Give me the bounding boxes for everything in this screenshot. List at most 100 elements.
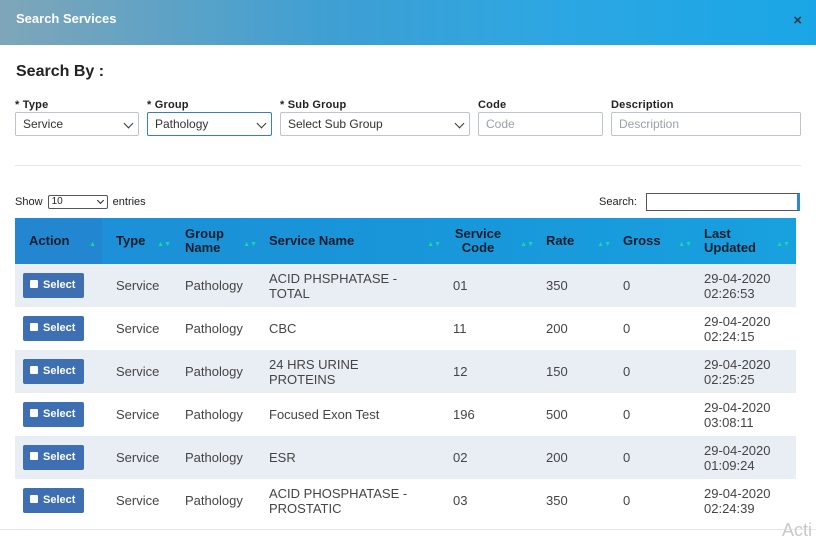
table-search-label: Search: xyxy=(599,196,637,208)
sub-group-select[interactable]: Select Sub Group xyxy=(280,112,470,136)
column-header-type[interactable]: Type ▲▼ xyxy=(102,218,177,264)
checkbox-icon xyxy=(30,280,38,288)
table-row: Select Service Pathology 24 HRS URINE PROTE… xyxy=(15,350,796,393)
search-by-heading: Search By : xyxy=(16,63,105,80)
select-button[interactable]: Select xyxy=(23,273,84,298)
chevron-down-icon xyxy=(96,196,104,205)
cell-last-updated: 29-04-2020 02:24:15 xyxy=(698,307,796,350)
cell-gross: 0 xyxy=(617,436,698,479)
column-header-service-code[interactable]: Service Code ▲▼ xyxy=(454,226,534,255)
chevron-down-icon xyxy=(123,118,134,129)
type-label: * Type xyxy=(15,99,49,111)
description-input[interactable]: Description xyxy=(611,112,801,136)
table-body: Select Service Pathology ACID PHSPHATASE - … xyxy=(15,264,796,522)
services-table: Action ▲ Type ▲▼ Group Name ▲▼ Service Name… xyxy=(15,218,796,522)
table-row: Select Service Pathology ESR 02 200 0 29-04-202… xyxy=(15,436,796,479)
entries-length-control: Show 10 entries xyxy=(15,195,146,209)
last-updated-date: 29-04-2020 xyxy=(704,356,771,372)
checkbox-icon xyxy=(30,452,38,460)
cell-rate: 200 xyxy=(540,436,617,479)
cell-service-code: 03 xyxy=(447,479,540,522)
cell-gross: 0 xyxy=(617,479,698,522)
last-updated-time: 02:24:15 xyxy=(704,328,755,344)
cell-last-updated: 29-04-2020 02:24:39 xyxy=(698,479,796,522)
column-header-last-updated[interactable]: Last Updated ▲▼ xyxy=(704,226,790,255)
checkbox-icon xyxy=(30,409,38,417)
type-select[interactable]: Service xyxy=(15,112,139,136)
sort-icon: ▲▼ xyxy=(776,241,790,248)
cell-group-name: Pathology xyxy=(177,436,263,479)
cell-gross: 0 xyxy=(617,393,698,436)
cell-last-updated: 29-04-2020 01:09:24 xyxy=(698,436,796,479)
cell-type: Service xyxy=(102,479,177,522)
description-label: Description xyxy=(611,99,674,111)
cell-action: Select xyxy=(15,436,102,479)
cell-rate: 200 xyxy=(540,307,617,350)
entries-label: entries xyxy=(112,195,146,208)
column-header-group-name[interactable]: Group Name ▲▼ xyxy=(185,226,257,255)
activation-watermark: Acti xyxy=(782,520,813,539)
cell-last-updated: 29-04-2020 02:26:53 xyxy=(698,264,796,307)
cell-service-name: 24 HRS URINE PROTEINS xyxy=(263,350,447,393)
last-updated-date: 29-04-2020 xyxy=(704,485,771,501)
sub-group-select-value: Select Sub Group xyxy=(288,117,383,131)
cell-rate: 150 xyxy=(540,350,617,393)
group-select[interactable]: Pathology xyxy=(147,112,272,136)
code-input[interactable]: Code xyxy=(478,112,603,136)
column-header-rate[interactable]: Rate ▲▼ xyxy=(540,218,617,264)
cell-type: Service xyxy=(102,307,177,350)
checkbox-icon xyxy=(30,366,38,374)
sort-icon: ▲▼ xyxy=(520,241,534,248)
modal-header: Search Services × xyxy=(0,0,816,45)
sort-icon: ▲▼ xyxy=(243,241,257,248)
cell-group-name: Pathology xyxy=(177,307,263,350)
checkbox-icon xyxy=(30,495,38,503)
type-field: * Type Service xyxy=(15,99,139,136)
sort-icon: ▲▼ xyxy=(597,241,611,248)
cell-service-name: ESR xyxy=(263,436,447,479)
sort-icon: ▲▼ xyxy=(427,241,441,248)
cell-gross: 0 xyxy=(617,307,698,350)
select-button[interactable]: Select xyxy=(23,402,84,427)
select-button[interactable]: Select xyxy=(23,445,84,470)
modal-title: Search Services xyxy=(16,11,117,26)
code-label: Code xyxy=(478,99,507,111)
column-header-gross[interactable]: Gross ▲▼ xyxy=(617,218,698,264)
last-updated-time: 02:26:53 xyxy=(704,285,755,301)
sort-icon: ▲▼ xyxy=(157,241,171,248)
cell-rate: 350 xyxy=(540,264,617,307)
cell-service-code: 11 xyxy=(447,307,540,350)
cell-action: Select xyxy=(15,479,102,522)
cell-service-code: 02 xyxy=(447,436,540,479)
cell-last-updated: 29-04-2020 03:08:11 xyxy=(698,393,796,436)
select-button[interactable]: Select xyxy=(23,488,84,513)
close-icon[interactable]: × xyxy=(793,12,802,29)
column-header-action[interactable]: Action ▲ xyxy=(15,218,102,264)
select-button[interactable]: Select xyxy=(23,359,84,384)
cell-service-name: ACID PHOSPHATASE - PROSTATIC xyxy=(263,479,447,522)
last-updated-time: 02:25:25 xyxy=(704,371,755,387)
last-updated-time: 03:08:11 xyxy=(704,414,754,430)
column-header-service-name[interactable]: Service Name ▲▼ xyxy=(263,218,447,264)
last-updated-time: 02:24:39 xyxy=(704,500,755,516)
cell-gross: 0 xyxy=(617,264,698,307)
table-row: Select Service Pathology CBC 11 200 0 29-04-202… xyxy=(15,307,796,350)
last-updated-date: 29-04-2020 xyxy=(704,442,771,458)
cell-group-name: Pathology xyxy=(177,479,263,522)
cell-action: Select xyxy=(15,393,102,436)
cell-service-code: 12 xyxy=(447,350,540,393)
last-updated-date: 29-04-2020 xyxy=(704,399,771,415)
checkbox-icon xyxy=(30,323,38,331)
table-search-input[interactable] xyxy=(646,193,800,211)
cell-type: Service xyxy=(102,436,177,479)
cell-service-name: ACID PHSPHATASE - TOTAL xyxy=(263,264,447,307)
entries-select[interactable]: 10 xyxy=(47,195,108,209)
select-button[interactable]: Select xyxy=(23,316,84,341)
cell-action: Select xyxy=(15,307,102,350)
group-field: * Group Pathology xyxy=(147,99,272,136)
table-row: Select Service Pathology ACID PHOSPHATASE -… xyxy=(15,479,796,522)
group-select-value: Pathology xyxy=(155,117,209,131)
cell-rate: 350 xyxy=(540,479,617,522)
cell-type: Service xyxy=(102,264,177,307)
